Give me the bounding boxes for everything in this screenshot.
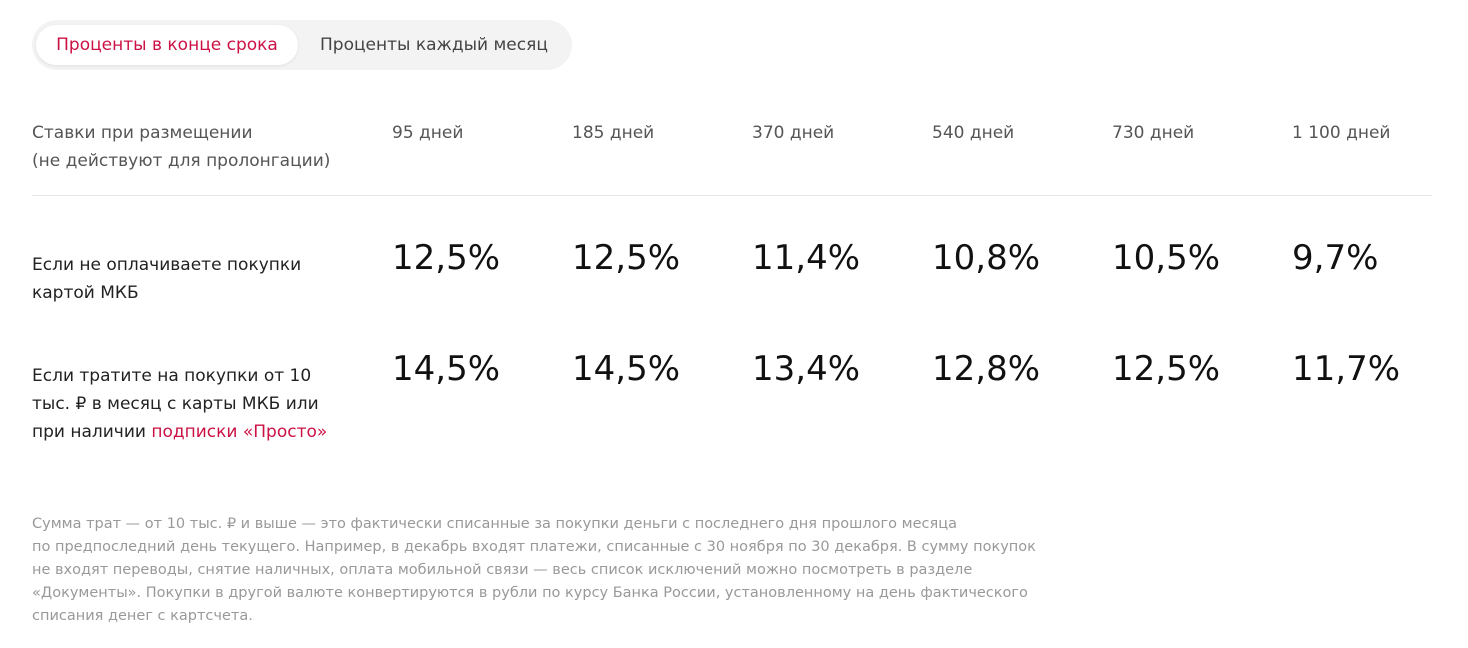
divider <box>32 195 1432 196</box>
rate-value: 12,5% <box>1112 349 1221 389</box>
column-header: 540 дней <box>932 123 1015 143</box>
tab-bar: Проценты в конце срока Проценты каждый м… <box>32 20 572 70</box>
header-label: Ставки при размещении (не действуют для … <box>32 119 330 175</box>
footnote-line: «Документы». Покупки в другой валюте кон… <box>32 585 1028 601</box>
column-header: 730 дней <box>1112 123 1195 143</box>
column-header: 185 дней <box>572 123 655 143</box>
rate-value: 13,4% <box>752 349 861 389</box>
rate-value: 10,8% <box>932 238 1041 278</box>
column-header: 95 дней <box>392 123 464 143</box>
rate-value: 10,5% <box>1112 238 1221 278</box>
column-header: 370 дней <box>752 123 835 143</box>
row-label: Если не оплачиваете покупки картой МКБ <box>32 255 302 303</box>
link[interactable]: подписки «Просто» <box>151 422 328 442</box>
footnote-line: по предпоследний день текущего. Например… <box>32 539 1036 555</box>
rate-value: 12,5% <box>392 238 501 278</box>
row-label: Если тратите на покупки от 10 тыс. ₽ в м… <box>32 362 342 446</box>
rate-value: 14,5% <box>572 349 681 389</box>
column-header: 1 100 дней <box>1292 123 1391 143</box>
rate-value: 9,7% <box>1292 238 1379 278</box>
tab[interactable]: Проценты каждый месяц <box>320 35 548 55</box>
header-label-line: (не действуют для пролонгации) <box>32 151 331 171</box>
header-label-line: Ставки при размещении <box>32 123 253 143</box>
rate-value: 12,5% <box>572 238 681 278</box>
rate-value: 14,5% <box>392 349 501 389</box>
footnote-line: Сумма трат — от 10 тыс. ₽ и выше — это ф… <box>32 516 957 532</box>
footnote-line: списания денег с картсчета. <box>32 608 253 624</box>
rate-value: 11,4% <box>752 238 861 278</box>
rate-value: 12,8% <box>932 349 1041 389</box>
row-label-text: Если тратите на покупки от 10 тыс. ₽ в м… <box>32 366 319 442</box>
tab[interactable]: Проценты в конце срока <box>36 25 298 65</box>
footnote-line: не входят переводы, снятие наличных, опл… <box>32 562 973 578</box>
rate-value: 11,7% <box>1292 349 1401 389</box>
